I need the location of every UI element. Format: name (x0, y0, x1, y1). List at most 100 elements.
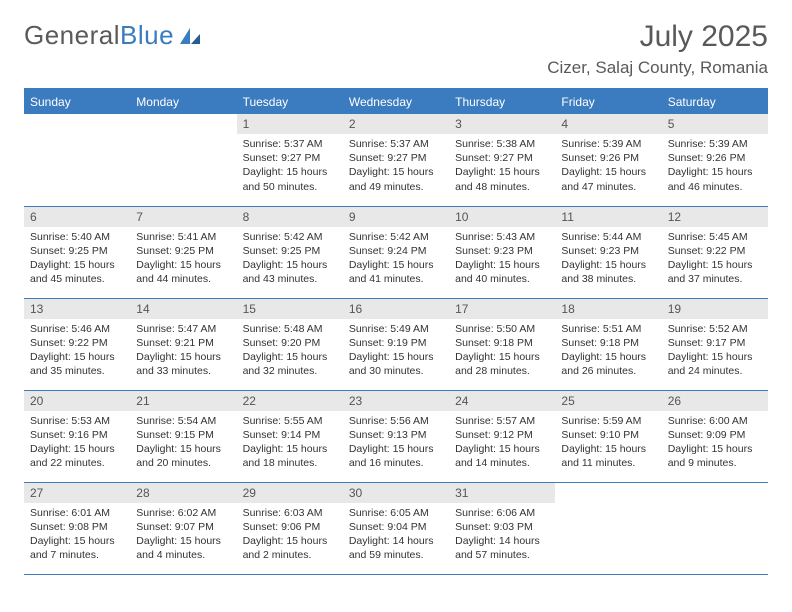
daylight-text: Daylight: 15 hours and 41 minutes. (349, 258, 443, 286)
daylight-text: Daylight: 15 hours and 26 minutes. (561, 350, 655, 378)
day-details: Sunrise: 5:49 AMSunset: 9:19 PMDaylight:… (343, 319, 449, 383)
daylight-text: Daylight: 15 hours and 16 minutes. (349, 442, 443, 470)
day-details: Sunrise: 6:06 AMSunset: 9:03 PMDaylight:… (449, 503, 555, 567)
day-header: Thursday (449, 89, 555, 114)
daylight-text: Daylight: 15 hours and 20 minutes. (136, 442, 230, 470)
sunrise-text: Sunrise: 5:50 AM (455, 322, 549, 336)
day-number: 17 (449, 299, 555, 319)
logo-text-general: General (24, 20, 120, 51)
sunset-text: Sunset: 9:26 PM (561, 151, 655, 165)
day-details: Sunrise: 5:44 AMSunset: 9:23 PMDaylight:… (555, 227, 661, 291)
calendar-day-cell: 24 Sunrise: 5:57 AMSunset: 9:12 PMDayligh… (449, 390, 555, 482)
sunset-text: Sunset: 9:07 PM (136, 520, 230, 534)
logo-text-blue: Blue (120, 20, 174, 51)
daylight-text: Daylight: 15 hours and 4 minutes. (136, 534, 230, 562)
day-number: 20 (24, 391, 130, 411)
daylight-text: Daylight: 15 hours and 35 minutes. (30, 350, 124, 378)
sunrise-text: Sunrise: 5:39 AM (561, 137, 655, 151)
calendar-day-cell: 15Sunrise: 5:48 AMSunset: 9:20 PMDayligh… (237, 298, 343, 390)
calendar-day-cell (662, 482, 768, 574)
calendar-table: Sunday Monday Tuesday Wednesday Thursday… (24, 88, 768, 575)
sunset-text: Sunset: 9:27 PM (349, 151, 443, 165)
daylight-text: Daylight: 15 hours and 47 minutes. (561, 165, 655, 193)
day-header: Sunday (24, 89, 130, 114)
sunrise-text: Sunrise: 5:42 AM (243, 230, 337, 244)
day-number: 19 (662, 299, 768, 319)
calendar-day-cell: 29Sunrise: 6:03 AMSunset: 9:06 PMDayligh… (237, 482, 343, 574)
sunrise-text: Sunrise: 5:52 AM (668, 322, 762, 336)
calendar-day-cell: 2Sunrise: 5:37 AMSunset: 9:27 PMDaylight… (343, 114, 449, 206)
title-block: July 2025 Cizer, Salaj County, Romania (547, 20, 768, 78)
day-details: Sunrise: 5:39 AMSunset: 9:26 PMDaylight:… (662, 134, 768, 198)
calendar-week-row: 13Sunrise: 5:46 AMSunset: 9:22 PMDayligh… (24, 298, 768, 390)
calendar-day-cell: 26Sunrise: 6:00 AMSunset: 9:09 PMDayligh… (662, 390, 768, 482)
calendar-week-row: 20Sunrise: 5:53 AMSunset: 9:16 PMDayligh… (24, 390, 768, 482)
daylight-text: Daylight: 15 hours and 48 minutes. (455, 165, 549, 193)
sunset-text: Sunset: 9:06 PM (243, 520, 337, 534)
day-number: 29 (237, 483, 343, 503)
day-details: Sunrise: 5:38 AMSunset: 9:27 PMDaylight:… (449, 134, 555, 198)
calendar-day-cell: 21Sunrise: 5:54 AMSunset: 9:15 PMDayligh… (130, 390, 236, 482)
sunrise-text: Sunrise: 6:05 AM (349, 506, 443, 520)
calendar-week-row: 27Sunrise: 6:01 AMSunset: 9:08 PMDayligh… (24, 482, 768, 574)
day-details: Sunrise: 5:41 AMSunset: 9:25 PMDaylight:… (130, 227, 236, 291)
day-number: 5 (662, 114, 768, 134)
day-number: 12 (662, 207, 768, 227)
day-details: Sunrise: 6:03 AMSunset: 9:06 PMDaylight:… (237, 503, 343, 567)
daylight-text: Daylight: 15 hours and 2 minutes. (243, 534, 337, 562)
day-number: 21 (130, 391, 236, 411)
calendar-day-cell: 4Sunrise: 5:39 AMSunset: 9:26 PMDaylight… (555, 114, 661, 206)
day-number: 15 (237, 299, 343, 319)
sunset-text: Sunset: 9:12 PM (455, 428, 549, 442)
daylight-text: Daylight: 14 hours and 57 minutes. (455, 534, 549, 562)
daylight-text: Daylight: 15 hours and 43 minutes. (243, 258, 337, 286)
day-details: Sunrise: 6:00 AMSunset: 9:09 PMDaylight:… (662, 411, 768, 475)
day-details: Sunrise: 5:52 AMSunset: 9:17 PMDaylight:… (662, 319, 768, 383)
daylight-text: Daylight: 15 hours and 30 minutes. (349, 350, 443, 378)
sunset-text: Sunset: 9:23 PM (561, 244, 655, 258)
day-number: 9 (343, 207, 449, 227)
calendar-day-cell: 11Sunrise: 5:44 AMSunset: 9:23 PMDayligh… (555, 206, 661, 298)
sunrise-text: Sunrise: 5:54 AM (136, 414, 230, 428)
calendar-day-cell: 20Sunrise: 5:53 AMSunset: 9:16 PMDayligh… (24, 390, 130, 482)
sunrise-text: Sunrise: 5:57 AM (455, 414, 549, 428)
day-number: 2 (343, 114, 449, 134)
sunset-text: Sunset: 9:25 PM (136, 244, 230, 258)
sunset-text: Sunset: 9:24 PM (349, 244, 443, 258)
day-header: Wednesday (343, 89, 449, 114)
calendar-day-cell: 1Sunrise: 5:37 AMSunset: 9:27 PMDaylight… (237, 114, 343, 206)
logo: GeneralBlue (24, 20, 202, 51)
sunrise-text: Sunrise: 5:41 AM (136, 230, 230, 244)
day-details: Sunrise: 5:40 AMSunset: 9:25 PMDaylight:… (24, 227, 130, 291)
sunset-text: Sunset: 9:16 PM (30, 428, 124, 442)
header: GeneralBlue July 2025 Cizer, Salaj Count… (24, 20, 768, 78)
day-number: 24 (449, 391, 555, 411)
sunrise-text: Sunrise: 5:40 AM (30, 230, 124, 244)
sunrise-text: Sunrise: 6:00 AM (668, 414, 762, 428)
day-number: 22 (237, 391, 343, 411)
day-details: Sunrise: 6:01 AMSunset: 9:08 PMDaylight:… (24, 503, 130, 567)
logo-sail-icon (178, 26, 202, 46)
daylight-text: Daylight: 15 hours and 24 minutes. (668, 350, 762, 378)
daylight-text: Daylight: 15 hours and 40 minutes. (455, 258, 549, 286)
day-details: Sunrise: 5:37 AMSunset: 9:27 PMDaylight:… (237, 134, 343, 198)
daylight-text: Daylight: 14 hours and 59 minutes. (349, 534, 443, 562)
location-text: Cizer, Salaj County, Romania (547, 58, 768, 78)
day-details: Sunrise: 5:42 AMSunset: 9:25 PMDaylight:… (237, 227, 343, 291)
calendar-day-cell: 13Sunrise: 5:46 AMSunset: 9:22 PMDayligh… (24, 298, 130, 390)
sunset-text: Sunset: 9:25 PM (30, 244, 124, 258)
daylight-text: Daylight: 15 hours and 14 minutes. (455, 442, 549, 470)
day-number: 1 (237, 114, 343, 134)
day-details: Sunrise: 5:51 AMSunset: 9:18 PMDaylight:… (555, 319, 661, 383)
day-number: 11 (555, 207, 661, 227)
daylight-text: Daylight: 15 hours and 9 minutes. (668, 442, 762, 470)
daylight-text: Daylight: 15 hours and 44 minutes. (136, 258, 230, 286)
calendar-day-cell: 6Sunrise: 5:40 AMSunset: 9:25 PMDaylight… (24, 206, 130, 298)
calendar-day-cell (130, 114, 236, 206)
daylight-text: Daylight: 15 hours and 50 minutes. (243, 165, 337, 193)
sunset-text: Sunset: 9:18 PM (561, 336, 655, 350)
daylight-text: Daylight: 15 hours and 28 minutes. (455, 350, 549, 378)
day-number: 7 (130, 207, 236, 227)
day-details: Sunrise: 6:02 AMSunset: 9:07 PMDaylight:… (130, 503, 236, 567)
calendar-day-cell: 5Sunrise: 5:39 AMSunset: 9:26 PMDaylight… (662, 114, 768, 206)
